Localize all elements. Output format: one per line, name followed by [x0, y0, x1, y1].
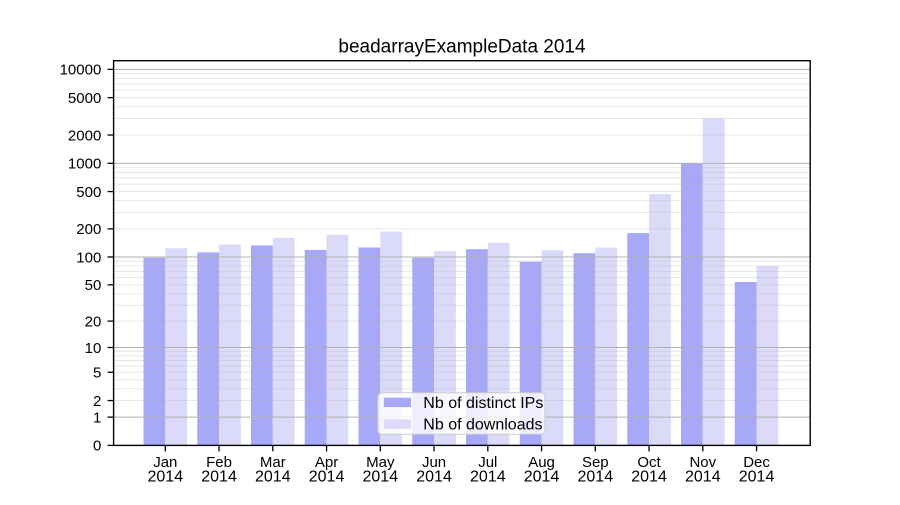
svg-text:10: 10 [85, 340, 102, 357]
svg-text:Jan: Jan [153, 454, 177, 471]
svg-text:Nb of downloads: Nb of downloads [423, 417, 542, 434]
svg-text:May: May [366, 454, 395, 471]
svg-text:Sep: Sep [582, 454, 609, 471]
svg-text:20: 20 [85, 313, 102, 330]
svg-text:2014: 2014 [578, 469, 614, 486]
svg-text:Dec: Dec [743, 454, 770, 471]
svg-text:50: 50 [85, 277, 102, 294]
svg-text:beadarrayExampleData 2014: beadarrayExampleData 2014 [338, 37, 586, 58]
svg-text:10000: 10000 [60, 62, 102, 79]
svg-text:2014: 2014 [309, 469, 345, 486]
svg-text:2014: 2014 [631, 469, 667, 486]
svg-text:Oct: Oct [637, 454, 661, 471]
svg-text:2014: 2014 [739, 469, 775, 486]
svg-text:Feb: Feb [206, 454, 232, 471]
svg-text:2: 2 [93, 393, 101, 410]
svg-text:2014: 2014 [470, 469, 506, 486]
svg-text:500: 500 [76, 184, 101, 201]
svg-text:0: 0 [93, 438, 101, 455]
svg-text:2014: 2014 [416, 469, 452, 486]
svg-text:5000: 5000 [68, 90, 101, 107]
svg-text:2014: 2014 [201, 469, 237, 486]
svg-text:Nb of distinct IPs: Nb of distinct IPs [423, 395, 543, 412]
svg-text:2014: 2014 [148, 469, 184, 486]
svg-text:Nov: Nov [689, 454, 716, 471]
svg-text:Jul: Jul [478, 454, 497, 471]
svg-text:100: 100 [76, 249, 101, 266]
svg-text:1: 1 [93, 409, 101, 426]
svg-text:2014: 2014 [524, 469, 560, 486]
svg-text:1000: 1000 [68, 156, 101, 173]
svg-text:Aug: Aug [528, 454, 555, 471]
svg-text:2014: 2014 [255, 469, 291, 486]
svg-text:200: 200 [76, 221, 101, 238]
svg-text:2014: 2014 [363, 469, 399, 486]
svg-text:2014: 2014 [685, 469, 721, 486]
svg-text:Jun: Jun [422, 454, 446, 471]
svg-text:5: 5 [93, 365, 101, 382]
svg-text:Mar: Mar [260, 454, 286, 471]
svg-text:Apr: Apr [315, 454, 338, 471]
svg-text:2000: 2000 [68, 127, 101, 144]
